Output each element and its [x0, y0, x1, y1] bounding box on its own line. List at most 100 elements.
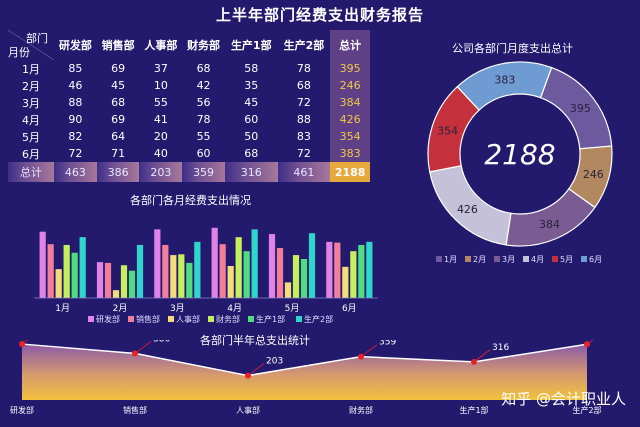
- bar: [235, 237, 242, 298]
- table-cell: 72: [296, 96, 311, 109]
- table-cell: 20: [153, 130, 168, 143]
- x-tick-label: 1月: [55, 303, 70, 314]
- donut-slice-label: 426: [457, 203, 478, 216]
- label-leader: [134, 341, 152, 354]
- bar: [251, 229, 258, 298]
- table-cell: 78: [296, 62, 311, 75]
- bar: [96, 262, 104, 298]
- table-cell: 78: [196, 113, 211, 126]
- bar: [308, 233, 316, 298]
- col-header-total: 总计: [330, 30, 370, 60]
- table-cell: 72: [68, 147, 83, 160]
- legend-label: 生产2部: [304, 314, 333, 324]
- table-cell: 41: [153, 113, 168, 126]
- expense-table: 部门 月份 研发部 销售部 人事部 财务部 生产1部 生产2部 总计 1月 85…: [8, 30, 370, 182]
- col-header: 生产1部: [230, 39, 272, 52]
- sum-cell: 316: [224, 162, 278, 182]
- x-tick-label: 6月: [342, 303, 357, 314]
- x-tick-label: 4月: [227, 303, 242, 314]
- bar: [219, 244, 226, 298]
- legend-label: 6月: [589, 255, 602, 264]
- sum-cell: 359: [182, 162, 225, 182]
- donut-slice-label: 383: [494, 74, 515, 87]
- legend-label: 1月: [444, 255, 457, 264]
- table-row: 4月 90 69 41 78 60 88 426: [8, 111, 370, 128]
- table-cell: 60: [244, 113, 259, 126]
- bar: [350, 251, 357, 298]
- x-tick-label: 销售部: [123, 405, 147, 415]
- legend-swatch: [248, 316, 254, 322]
- donut-slice-label: 384: [539, 218, 560, 231]
- area-chart-title: 各部门半年总支出统计: [200, 334, 310, 347]
- label-leader: [586, 340, 594, 345]
- bar: [334, 242, 341, 298]
- table-row: 6月 72 71 40 60 68 72 383: [8, 145, 370, 162]
- bar: [55, 269, 62, 298]
- table-cell: 69: [111, 62, 126, 75]
- bar: [154, 229, 161, 298]
- table-cell: 40: [153, 147, 168, 160]
- x-tick-label: 生产2部: [572, 405, 601, 415]
- col-header: 研发部: [58, 39, 92, 52]
- row-label: 1月: [22, 62, 40, 76]
- watermark-text: 知乎 @会计职业人: [501, 390, 626, 408]
- row-label: 6月: [22, 147, 40, 161]
- row-label: 2月: [22, 79, 40, 93]
- bar: [326, 241, 333, 298]
- bar: [194, 241, 201, 298]
- data-point: [19, 341, 25, 348]
- legend-label: 3月: [502, 255, 515, 264]
- legend-label: 销售部: [136, 314, 160, 324]
- table-cell: 68: [111, 96, 126, 109]
- data-label: 316: [492, 343, 509, 353]
- donut-center-total: 2188: [484, 138, 555, 171]
- table-cell: 88: [68, 96, 83, 109]
- data-label: 359: [379, 340, 396, 348]
- donut-slice-label: 246: [583, 168, 604, 181]
- bar-chart-title: 各部门各月经费支出情况: [130, 194, 251, 207]
- table-cell: 90: [68, 113, 83, 126]
- bar: [136, 244, 144, 298]
- bar: [268, 234, 276, 298]
- bar: [170, 255, 177, 298]
- table-cell: 35: [244, 79, 259, 92]
- table-sum-row: 总计 463 386 203 359 316 461 2188: [8, 162, 370, 182]
- x-tick-label: 财务部: [349, 405, 373, 415]
- row-total: 426: [330, 111, 370, 128]
- table-cell: 83: [296, 130, 311, 143]
- table-cell: 72: [296, 147, 311, 160]
- data-point: [584, 341, 590, 348]
- col-header: 生产2部: [283, 39, 325, 52]
- table-cell: 58: [244, 62, 259, 75]
- row-total: 354: [330, 128, 370, 145]
- bar: [104, 262, 112, 298]
- table-cell: 69: [111, 113, 126, 126]
- donut-chart: 395 246 384 426 354 383 2188 1月 2月 3月 4月 5月 6月: [427, 61, 613, 264]
- bar: [186, 262, 193, 298]
- corner-diagonal: [8, 30, 54, 60]
- bar: [71, 252, 78, 298]
- bar: [284, 282, 292, 298]
- table-cell: 60: [196, 147, 211, 160]
- table-row: 3月 88 68 55 56 45 72 384: [8, 94, 370, 111]
- col-header: 财务部: [187, 39, 221, 52]
- bar: [39, 231, 46, 298]
- bar: [227, 266, 234, 298]
- bar: [358, 244, 365, 298]
- bar: [342, 266, 349, 298]
- legend-swatch: [208, 316, 214, 322]
- legend-swatch: [523, 256, 529, 262]
- x-tick-label: 生产1部: [459, 405, 488, 415]
- x-tick-label: 5月: [285, 303, 300, 314]
- table-cell: 10: [153, 79, 168, 92]
- bar: [79, 237, 86, 298]
- row-label: 3月: [22, 96, 40, 110]
- donut-slice-label: 354: [437, 125, 458, 138]
- row-total: 395: [330, 60, 370, 77]
- bar: [211, 227, 218, 298]
- area-fill: [22, 344, 587, 400]
- table-cell: 88: [296, 113, 311, 126]
- bar: [300, 259, 308, 298]
- table-cell: 55: [153, 96, 168, 109]
